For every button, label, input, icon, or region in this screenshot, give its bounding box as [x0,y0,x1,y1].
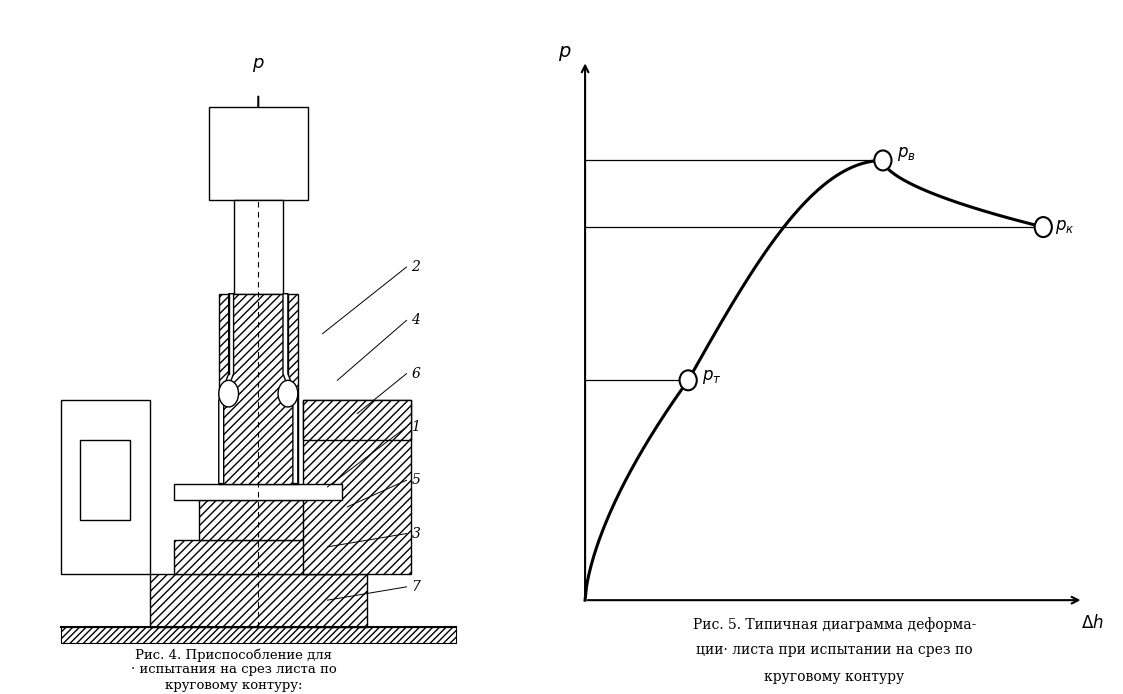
Bar [234,201,283,294]
Text: · испытания на срез листа по: · испытания на срез листа по [130,663,337,677]
Text: $p$: $p$ [558,44,572,63]
Circle shape [1034,217,1052,237]
Circle shape [279,380,298,407]
Circle shape [679,371,696,390]
Bar [219,294,298,484]
Circle shape [875,151,892,171]
Polygon shape [283,294,298,484]
Bar [199,500,318,540]
Bar [81,440,130,520]
Bar [303,400,411,573]
Text: $p_в$: $p_в$ [897,145,916,163]
Bar [174,540,343,573]
Text: $p_к$: $p_к$ [1054,218,1075,236]
Bar [149,573,367,627]
Text: круговому контуру:: круговому контуру: [165,679,302,692]
Bar [61,400,149,573]
Text: $\Delta h$: $\Delta h$ [1080,614,1103,632]
Circle shape [219,380,238,407]
Text: $p_т$: $p_т$ [703,368,722,386]
Polygon shape [219,294,234,484]
Bar [174,484,343,500]
Text: ции· листа при испытании на срез по: ции· листа при испытании на срез по [696,643,973,657]
Bar [303,400,411,440]
Text: Рис. 4. Приспособление для: Рис. 4. Приспособление для [135,648,332,661]
Bar [61,627,456,643]
Text: $p$: $p$ [252,56,265,74]
Text: 7: 7 [411,580,420,594]
Bar [209,107,308,201]
Text: 5: 5 [411,473,420,487]
Text: 4: 4 [411,314,420,328]
Text: 2: 2 [411,260,420,274]
Text: 6: 6 [411,366,420,380]
Text: 1: 1 [411,420,420,434]
Text: круговому контуру: круговому контуру [764,670,904,684]
Text: 3: 3 [411,527,420,541]
Text: Рис. 5. Типичная диаграмма деформа-: Рис. 5. Типичная диаграмма деформа- [693,617,976,632]
